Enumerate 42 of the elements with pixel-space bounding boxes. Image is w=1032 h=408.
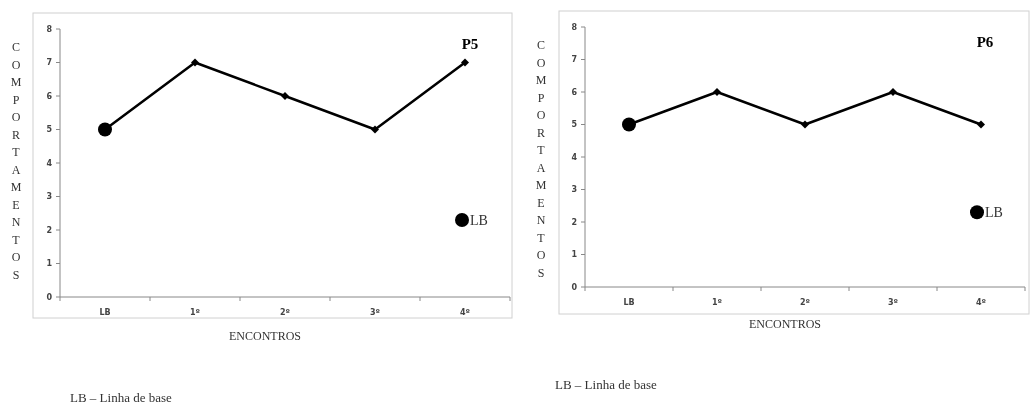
text: COMPORTAMENTOS <box>535 38 547 280</box>
x-tick-label: 2º <box>279 308 291 317</box>
text: COMPORTAMENTOS <box>10 40 22 282</box>
legend-label: LB <box>985 205 1003 221</box>
y-tick-label: 4 <box>46 158 53 168</box>
x-tick-label: 3º <box>887 298 899 307</box>
chart-title: P5 <box>461 36 479 52</box>
y-tick-label: 8 <box>571 22 578 32</box>
y-tick-label: 7 <box>571 55 577 65</box>
x-tick-label: 1º <box>711 298 723 307</box>
y-tick-label: 1 <box>571 250 578 260</box>
y-tick-label: 1 <box>46 259 53 269</box>
point <box>281 92 289 100</box>
x-tick-label: 3º <box>369 308 381 317</box>
x-tick-label: 1º <box>189 308 201 317</box>
point <box>461 58 469 67</box>
chart-title: P6 <box>976 34 994 50</box>
text: LB – Linha de base <box>555 377 658 392</box>
y-tick-label: 7 <box>46 58 52 68</box>
y-tick-label: 3 <box>571 185 577 195</box>
y-tick-label: 3 <box>46 192 52 202</box>
y-tick-label: 2 <box>571 217 577 227</box>
text: LB – Linha de base <box>70 390 173 405</box>
legend-label: LB <box>470 212 488 228</box>
y-tick-label: 6 <box>46 91 53 101</box>
y-tick-label: 5 <box>46 125 53 135</box>
point <box>371 125 379 134</box>
x-axis-title: ENCONTROS <box>228 329 302 343</box>
y-tick-label: 5 <box>571 120 578 130</box>
x-axis-title: ENCONTROS <box>748 317 822 331</box>
y-tick-label: 0 <box>46 292 53 302</box>
y-tick-label: 0 <box>571 282 578 292</box>
y-tick-label: 4 <box>571 152 578 162</box>
y-tick-label: 8 <box>46 24 53 34</box>
x-tick-label: 4º <box>975 298 987 307</box>
point <box>191 58 199 67</box>
x-tick-label: LB <box>99 308 111 317</box>
x-tick-label: 4º <box>459 308 471 317</box>
x-tick-label: LB <box>623 298 635 307</box>
y-tick-label: 2 <box>46 225 52 235</box>
y-tick-label: 6 <box>571 87 578 97</box>
x-tick-label: 2º <box>799 298 811 307</box>
